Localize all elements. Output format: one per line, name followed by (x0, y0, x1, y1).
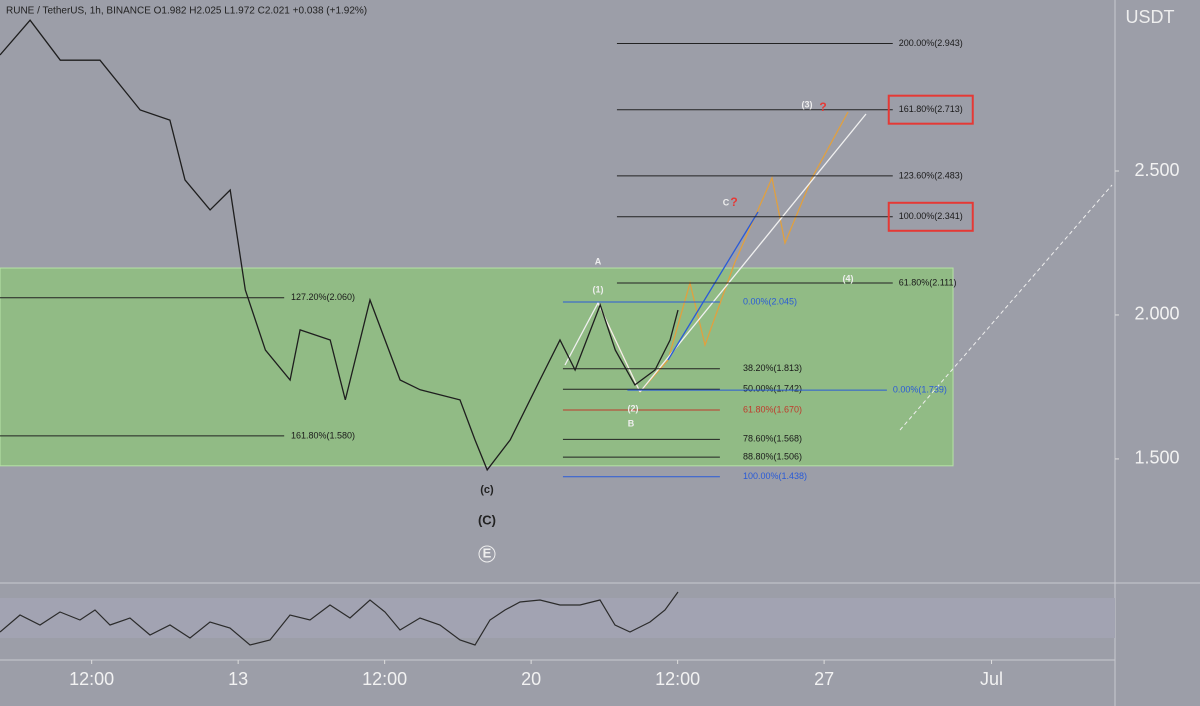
price-line (0, 19, 679, 472)
wave-label: C (723, 197, 730, 207)
wave-label: A (595, 256, 602, 266)
fib-label: 100.00%(1.438) (743, 471, 807, 481)
x-tick-label: 12:00 (655, 669, 700, 689)
highlight-box (887, 94, 974, 125)
x-tick-label: 12:00 (69, 669, 114, 689)
projection-blue (667, 211, 759, 361)
price-axis (1115, 0, 1200, 706)
projection-orange (597, 111, 849, 394)
fib-label: 127.20%(2.060) (291, 292, 355, 302)
x-tick-label: 12:00 (362, 669, 407, 689)
wave-label: (2) (628, 403, 639, 413)
x-tick-label: 13 (228, 669, 248, 689)
wave-label: (4) (843, 273, 854, 283)
fib-label: 161.80%(1.580) (291, 430, 355, 440)
x-tick-label: 27 (814, 669, 834, 689)
header: RUNE / TetherUS, 1h, BINANCE O1.982 H2.0… (6, 6, 367, 17)
fib-label: 88.80%(1.506) (743, 452, 802, 462)
x-tick-label: Jul (980, 669, 1003, 689)
fib-label: 161.80%(2.713) (899, 104, 963, 114)
fib-label: 78.60%(1.568) (743, 434, 802, 444)
fib-label: 200.00%(2.943) (899, 38, 963, 48)
wave-circle (478, 545, 496, 563)
fib-label: 50.00%(1.742) (743, 384, 802, 394)
wave-label: ? (819, 100, 826, 114)
wave-line (564, 301, 641, 393)
wave-label: ? (730, 195, 737, 209)
unit-label: USDT (1126, 7, 1175, 27)
fib-label: 100.00%(2.341) (899, 211, 963, 221)
fib-label: 38.20%(1.813) (743, 363, 802, 373)
wave-label: (1) (593, 284, 604, 294)
y-tick-label: 2.000 (1134, 304, 1179, 324)
projection-white (639, 113, 867, 393)
fib-label: 0.00%(2.045) (743, 296, 797, 306)
projection-dashed (899, 184, 1113, 431)
projections (564, 111, 1113, 431)
wave-label: E (483, 545, 492, 560)
highlight-box (887, 201, 974, 232)
wave-label: (C) (478, 512, 496, 527)
fib-label: 123.60%(2.483) (899, 170, 963, 180)
wave-label: (3) (802, 99, 813, 109)
fib-label: 0.00%(1.739) (893, 384, 947, 394)
fib-label: 61.80%(2.111) (899, 277, 957, 287)
wave-label: (c) (480, 484, 494, 496)
green-zone (0, 267, 954, 467)
x-tick-label: 20 (521, 669, 541, 689)
y-tick-label: 2.500 (1134, 160, 1179, 180)
rsi-line (0, 591, 679, 646)
wave-label: B (628, 418, 635, 428)
fib-label: 61.80%(1.670) (743, 404, 802, 414)
y-tick-label: 1.500 (1134, 448, 1179, 468)
